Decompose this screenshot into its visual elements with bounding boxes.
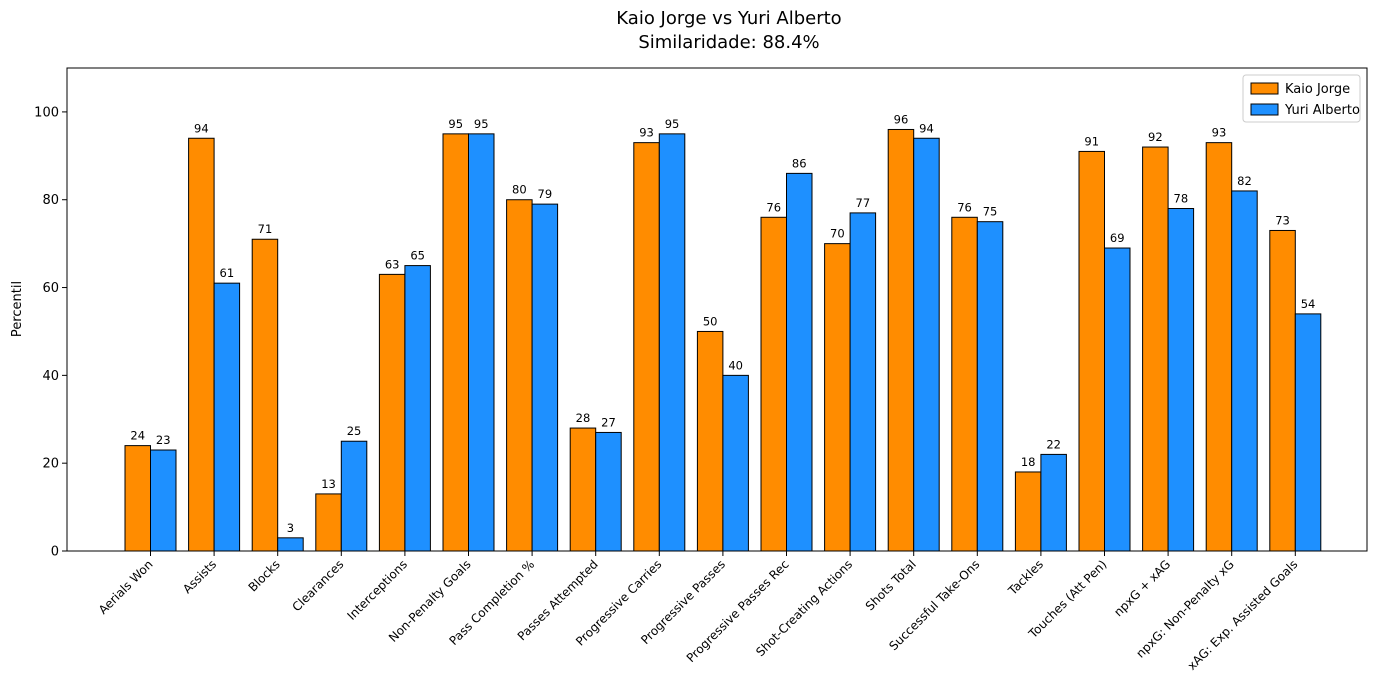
bar	[1231, 190, 1258, 552]
data-label: 27	[601, 415, 616, 429]
bar	[633, 142, 660, 552]
data-label: 61	[220, 266, 235, 280]
data-label: 94	[194, 121, 209, 135]
data-label: 86	[792, 156, 807, 170]
chart-subtitle: Similaridade: 88.4%	[638, 32, 819, 53]
data-label: 23	[156, 433, 171, 447]
bar	[1167, 208, 1195, 552]
bar	[1142, 146, 1169, 552]
bar	[1104, 247, 1131, 552]
bar	[569, 427, 597, 552]
legend-label: Kaio Jorge	[1285, 82, 1350, 97]
bar	[1040, 453, 1067, 552]
data-label: 75	[983, 205, 998, 219]
data-label: 13	[321, 477, 336, 491]
bar	[315, 493, 342, 552]
bar	[442, 133, 469, 552]
bar	[378, 273, 406, 552]
data-label: 22	[1046, 437, 1061, 451]
legend: Kaio Jorge Yuri Alberto	[1242, 74, 1361, 123]
chart-title: Kaio Jorge vs Yuri Alberto	[616, 8, 841, 29]
data-label: 95	[474, 117, 489, 131]
data-label: 25	[347, 424, 362, 438]
y-tick-label: 0	[51, 545, 59, 560]
bar	[1078, 150, 1105, 552]
data-label: 94	[919, 121, 934, 135]
y-tick-label: 40	[42, 369, 59, 384]
data-label: 3	[287, 521, 294, 535]
bar	[1014, 471, 1042, 552]
plot-frame	[66, 67, 1368, 552]
bar	[506, 199, 533, 552]
data-label: 96	[894, 112, 909, 126]
data-label: 50	[703, 314, 718, 328]
bar	[913, 137, 940, 552]
bar	[786, 172, 813, 552]
bar	[595, 431, 622, 552]
bar	[150, 449, 177, 552]
bar	[760, 216, 787, 552]
data-label: 40	[728, 358, 743, 372]
bar	[1205, 142, 1233, 552]
data-label: 76	[957, 200, 972, 214]
bar	[887, 128, 915, 552]
legend-swatch	[1250, 103, 1279, 116]
bar	[658, 133, 686, 552]
data-label: 76	[766, 200, 781, 214]
data-label: 71	[258, 222, 273, 236]
bar	[404, 265, 431, 552]
bar	[340, 440, 368, 552]
data-label: 70	[830, 227, 845, 241]
data-label: 92	[1148, 130, 1163, 144]
legend-label: Yuri Alberto	[1284, 103, 1360, 118]
data-label: 28	[576, 411, 591, 425]
y-tick-label: 80	[42, 193, 59, 208]
bar	[277, 537, 304, 552]
y-tick-label: 60	[42, 281, 59, 296]
bar	[696, 330, 724, 552]
bar	[213, 282, 241, 552]
data-label: 93	[1212, 126, 1227, 140]
bar	[722, 374, 749, 552]
data-label: 95	[448, 117, 463, 131]
bar	[188, 137, 215, 552]
legend-swatch	[1250, 82, 1279, 95]
data-label: 73	[1275, 213, 1290, 227]
y-tick-label: 20	[42, 457, 59, 472]
bar	[849, 212, 877, 552]
data-label: 80	[512, 183, 527, 197]
bar	[976, 221, 1004, 552]
bar	[531, 203, 559, 552]
y-axis-label: Percentil	[10, 281, 25, 337]
bar	[124, 445, 151, 552]
data-label: 93	[639, 126, 654, 140]
data-label: 79	[538, 187, 553, 201]
data-label: 65	[410, 249, 425, 263]
data-label: 91	[1084, 134, 1099, 148]
bar	[1269, 229, 1296, 552]
bar	[1294, 313, 1322, 552]
data-label: 63	[385, 257, 400, 271]
data-label: 77	[856, 196, 871, 210]
data-label: 95	[665, 117, 680, 131]
y-tick-label: 100	[34, 105, 59, 120]
data-label: 78	[1174, 192, 1189, 206]
data-label: 82	[1237, 174, 1252, 188]
data-label: 18	[1021, 455, 1036, 469]
bar	[824, 243, 851, 552]
bar	[468, 133, 495, 552]
bar	[251, 238, 279, 552]
bar	[951, 216, 978, 552]
data-label: 69	[1110, 231, 1125, 245]
data-label: 24	[130, 429, 145, 443]
data-label: 54	[1301, 297, 1316, 311]
